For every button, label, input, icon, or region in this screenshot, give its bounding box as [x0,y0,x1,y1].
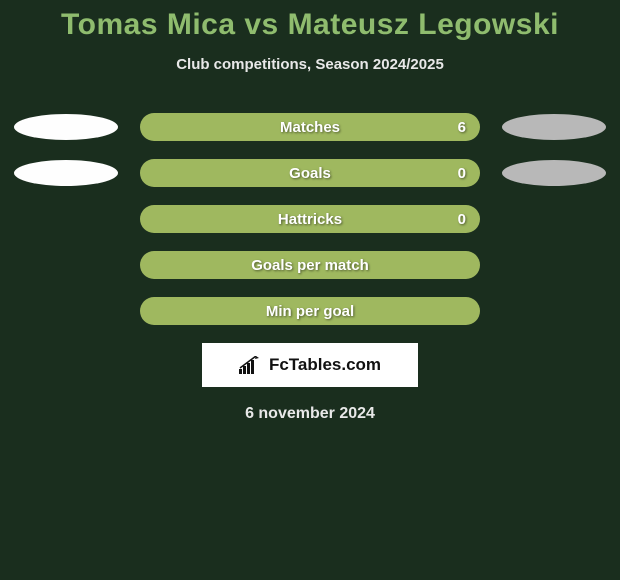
ellipse-right [502,160,606,186]
stat-value-right: 0 [458,165,466,182]
logo-text: FcTables.com [269,355,381,375]
date-text: 6 november 2024 [0,405,620,423]
subtitle: Club competitions, Season 2024/2025 [0,56,620,73]
stat-bar: Goals per match [140,251,480,279]
stat-bar: Matches 6 [140,113,480,141]
comparison-card: Tomas Mica vs Mateusz Legowski Club comp… [0,0,620,423]
stat-bar: Goals 0 [140,159,480,187]
stat-bar: Hattricks 0 [140,205,480,233]
logo-box: FcTables.com [202,343,418,387]
stat-row: Matches 6 [0,113,620,141]
stat-row: Goals per match [0,251,620,279]
stat-row: Goals 0 [0,159,620,187]
page-title: Tomas Mica vs Mateusz Legowski [0,8,620,42]
stat-row: Min per goal [0,297,620,325]
stat-value-right: 0 [458,211,466,228]
stats-section: Matches 6 Goals 0 Hattricks 0 Goals per match M… [0,113,620,325]
stat-value-right: 6 [458,119,466,136]
stat-label: Min per goal [266,303,354,320]
stat-bar: Min per goal [140,297,480,325]
ellipse-right [502,114,606,140]
ellipse-left [14,114,118,140]
ellipse-left [14,160,118,186]
fctables-icon [239,356,263,374]
stat-label: Hattricks [278,211,342,228]
stat-row: Hattricks 0 [0,205,620,233]
stat-label: Goals [289,165,331,182]
stat-label: Matches [280,119,340,136]
stat-label: Goals per match [251,257,369,274]
